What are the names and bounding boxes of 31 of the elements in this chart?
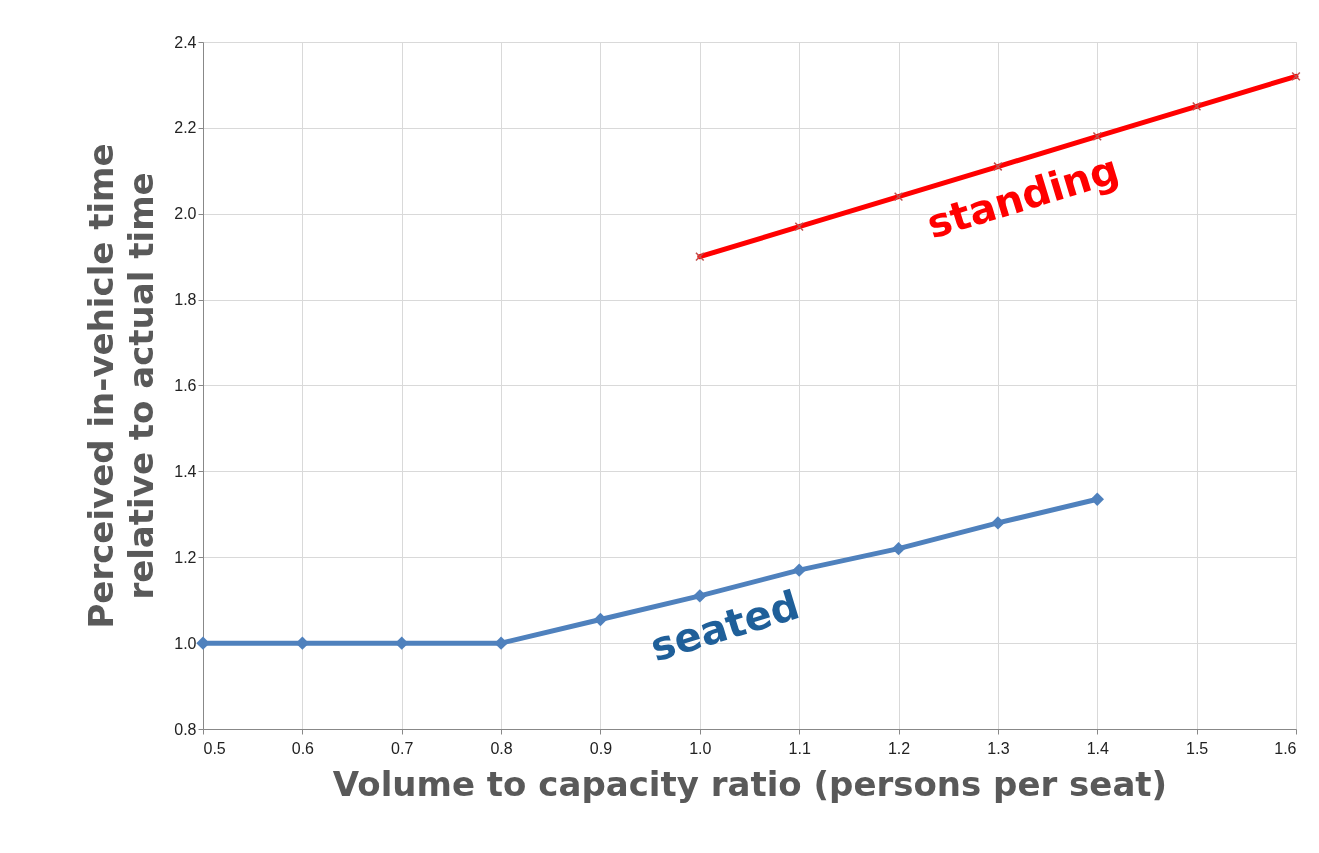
- x-tick-label: 0.9: [589, 739, 613, 757]
- y-tick-label: 2.4: [174, 33, 197, 51]
- point: [792, 563, 806, 577]
- x-tick-label: 0.7: [391, 739, 414, 757]
- y-tick-label: 1.6: [174, 377, 197, 394]
- y-tick-label: 1.8: [174, 291, 197, 309]
- point: [395, 636, 409, 650]
- y-tick-label: 1.2: [174, 548, 197, 566]
- point: [991, 516, 1005, 530]
- x-tick-label: 1.0: [689, 739, 712, 757]
- x-axis-title: Volume to capacity ratio (persons per seat): [332, 763, 1168, 804]
- point: [891, 541, 906, 556]
- x-tick-label: 1.5: [1186, 739, 1209, 757]
- x-tick-label: 1.1: [788, 739, 811, 757]
- point: [494, 636, 508, 650]
- y-tick-label: 1.4: [174, 462, 197, 480]
- y-tick-label: 2.0: [174, 205, 197, 223]
- x-tick-label: 1.6: [1274, 739, 1297, 757]
- x-tick-label: 1.3: [987, 739, 1010, 757]
- x-tick-label: 0.6: [291, 739, 315, 757]
- point: [1090, 492, 1104, 506]
- x-tick-label: 0.5: [203, 739, 226, 757]
- y-tick-label: 0.8: [174, 720, 197, 738]
- x-tick-label: 1.2: [887, 739, 911, 757]
- point: [196, 636, 210, 650]
- y-tick-label: 2.2: [174, 119, 197, 137]
- x-tick-label: 1.4: [1086, 739, 1109, 757]
- point: [593, 612, 608, 627]
- y-axis-title: Perceived in-vehicle time relative to actual time: [81, 143, 162, 629]
- x-tick-label: 0.8: [490, 739, 513, 757]
- y-tick-label: 1.0: [174, 634, 197, 652]
